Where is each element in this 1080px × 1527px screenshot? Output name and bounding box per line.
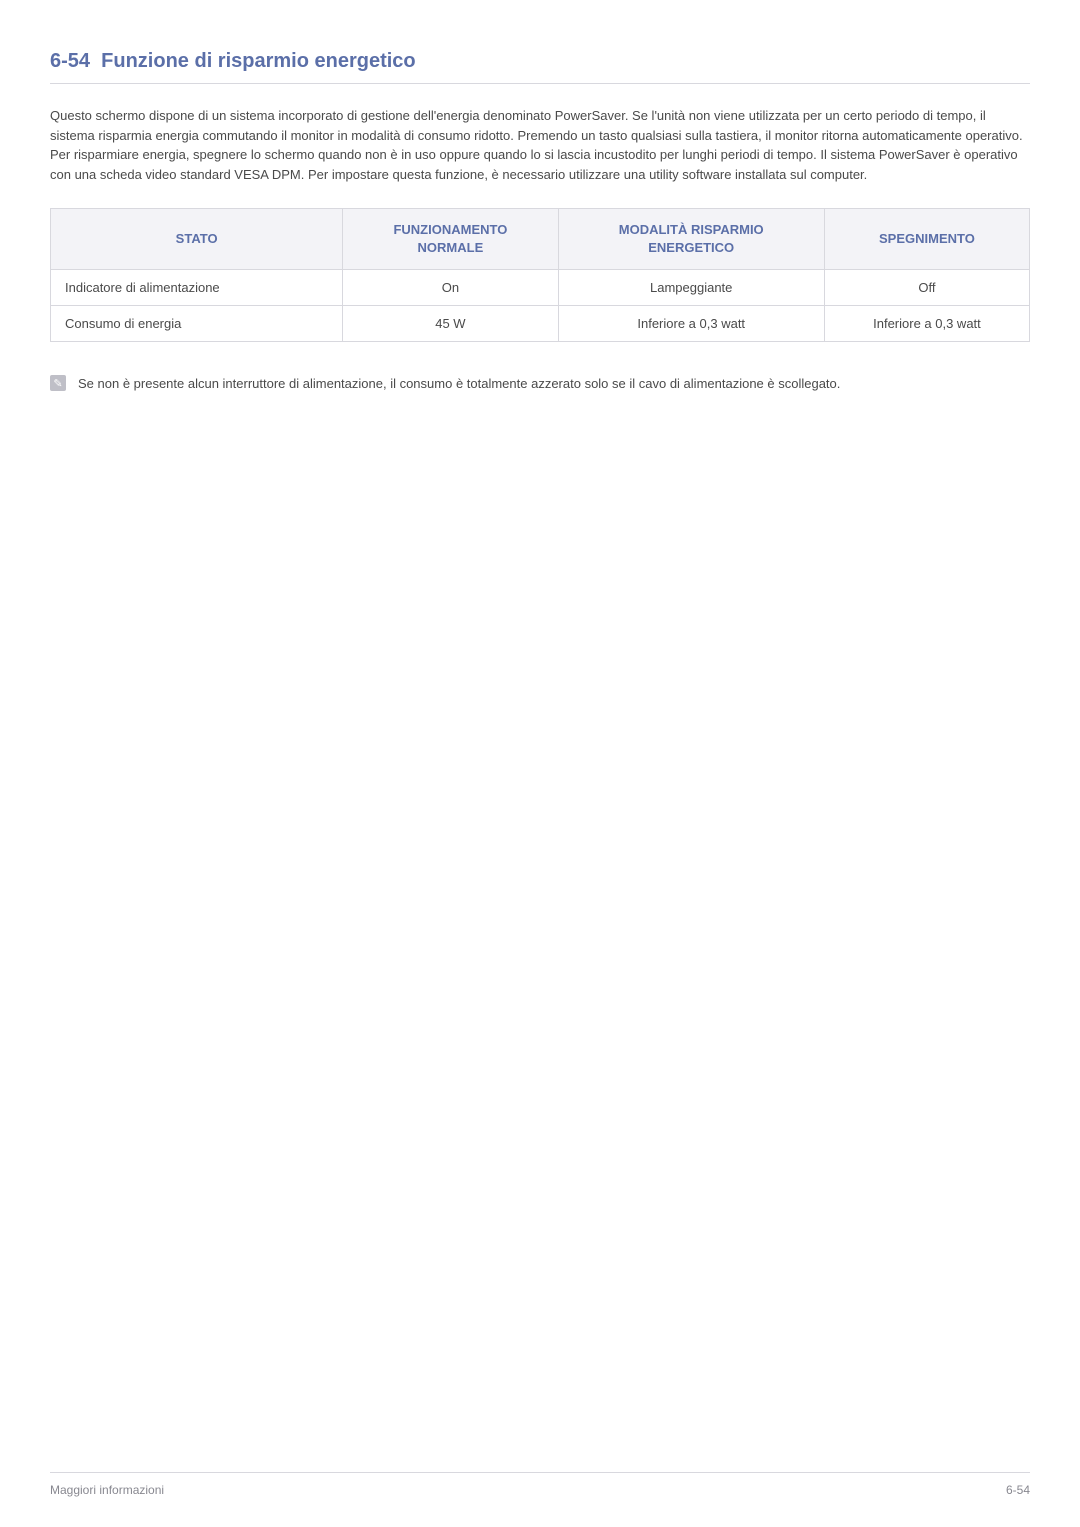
cell: Off [824,270,1029,306]
col-risparmio: MODALITÀ RISPARMIOENERGETICO [558,209,824,270]
col-stato: STATO [51,209,343,270]
footer-right: 6-54 [1006,1483,1030,1497]
section-heading: 6-54 Funzione di risparmio energetico [50,50,1030,84]
pencil-icon: ✎ [53,377,62,390]
table-header-row: STATO FUNZIONAMENTONORMALE MODALITÀ RISP… [51,209,1030,270]
cell: Inferiore a 0,3 watt [824,306,1029,342]
row-label: Indicatore di alimentazione [51,270,343,306]
page-content: 6-54 Funzione di risparmio energetico Qu… [0,0,1080,394]
power-states-table: STATO FUNZIONAMENTONORMALE MODALITÀ RISP… [50,208,1030,342]
note-block: ✎ Se non è presente alcun interruttore d… [50,374,1030,394]
section-number: 6-54 [50,50,90,72]
note-icon: ✎ [50,375,66,391]
col-funzionamento: FUNZIONAMENTONORMALE [343,209,558,270]
table-row: Indicatore di alimentazione On Lampeggia… [51,270,1030,306]
cell: Lampeggiante [558,270,824,306]
page-footer: Maggiori informazioni 6-54 [50,1472,1030,1497]
footer-left: Maggiori informazioni [50,1483,164,1497]
note-text: Se non è presente alcun interruttore di … [78,374,840,394]
cell: On [343,270,558,306]
table-row: Consumo di energia 45 W Inferiore a 0,3 … [51,306,1030,342]
intro-paragraph: Questo schermo dispone di un sistema inc… [50,106,1030,184]
cell: 45 W [343,306,558,342]
col-spegnimento: SPEGNIMENTO [824,209,1029,270]
section-title-text: Funzione di risparmio energetico [101,50,416,72]
cell: Inferiore a 0,3 watt [558,306,824,342]
row-label: Consumo di energia [51,306,343,342]
